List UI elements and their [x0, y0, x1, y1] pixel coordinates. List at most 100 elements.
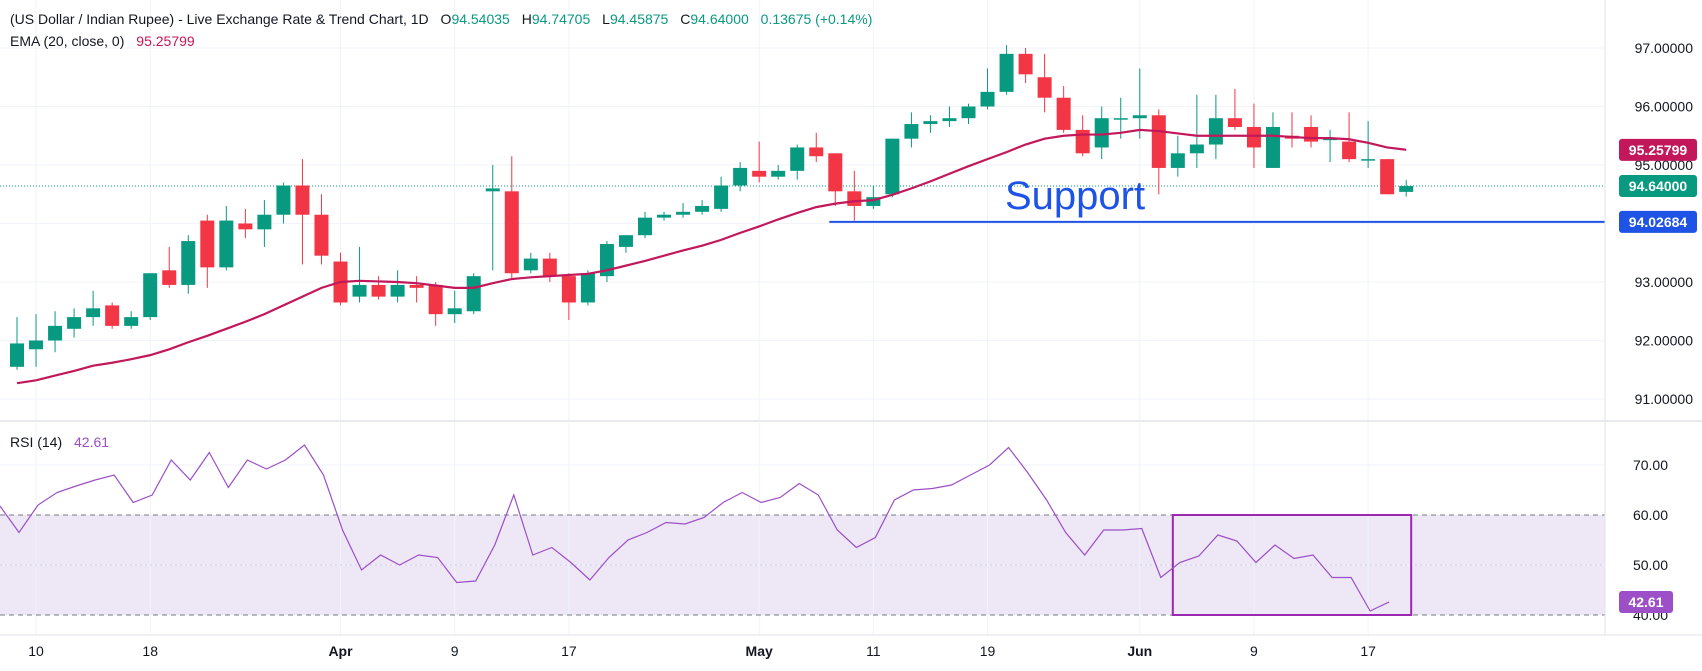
candle-body: [1361, 159, 1376, 161]
candle: [1132, 68, 1147, 139]
rsi-tick-label: 70.00: [1633, 457, 1668, 473]
time-tick-label: Jun: [1127, 643, 1152, 659]
price-tick-label: 95.00000: [1635, 157, 1694, 173]
support-price-tag-text: 94.02684: [1629, 214, 1688, 230]
last-price-tag-text: 94.64000: [1629, 178, 1688, 194]
candle-body: [866, 197, 881, 206]
candle-body: [695, 205, 710, 212]
rsi-line-group: [0, 444, 1390, 612]
time-tick-label: May: [746, 643, 773, 659]
candle-body: [923, 121, 938, 125]
candle-body: [828, 153, 843, 192]
candle: [352, 246, 367, 303]
candle: [561, 273, 576, 321]
candle-body: [238, 223, 253, 230]
candle: [961, 103, 976, 125]
candle: [580, 270, 595, 306]
time-axis[interactable]: 10 18 Apr 9 17 May 11 19 Jun 9 17: [28, 643, 1376, 659]
ema-price-tag-bg: [1619, 138, 1697, 161]
candle: [238, 208, 253, 239]
low-label: L: [602, 11, 610, 27]
symbol-legend[interactable]: (US Dollar / Indian Rupee) - Live Exchan…: [10, 11, 872, 27]
candle-body: [162, 270, 177, 285]
candle-body: [1189, 144, 1204, 154]
candle: [371, 276, 386, 300]
candle-body: [276, 185, 291, 215]
high-label: H: [521, 11, 532, 27]
price-pane[interactable]: Support 91.0000092.0000093.0000094.00000…: [0, 0, 1697, 421]
high-value: 94.74705: [531, 11, 591, 27]
candle-body: [67, 317, 82, 329]
candle: [1342, 112, 1357, 163]
candle-body: [352, 284, 367, 297]
candle-body: [1094, 118, 1109, 148]
time-tick-label: 9: [451, 643, 459, 659]
candle: [162, 246, 177, 288]
price-tick-label: 96.00000: [1635, 99, 1694, 115]
candle: [695, 200, 710, 215]
candle-body: [295, 185, 310, 215]
candle: [86, 290, 101, 326]
candle: [485, 165, 500, 271]
candle: [828, 153, 843, 206]
rsi-box-rect: [1171, 514, 1413, 616]
rsi-tick-label: 50.00: [1633, 557, 1668, 573]
candle: [200, 214, 215, 288]
candle-body: [1132, 115, 1147, 119]
rsi-value-tag: 42.61: [1619, 590, 1673, 613]
candle: [1265, 112, 1280, 168]
candle: [1361, 121, 1376, 168]
ema-legend-value: 95.25799: [136, 33, 195, 49]
close-label: C: [680, 11, 691, 27]
candle: [1151, 109, 1166, 195]
candle: [542, 252, 557, 282]
candle: [143, 273, 158, 321]
candle: [847, 170, 862, 221]
rsi-highlight-box[interactable]: [1171, 514, 1413, 616]
rsi-legend-value: 42.61: [74, 434, 110, 450]
candle-body: [523, 258, 538, 271]
candle: [999, 45, 1014, 95]
candle: [637, 211, 652, 239]
price-y-axis[interactable]: 91.0000092.0000093.0000094.0000095.00000…: [1604, 0, 1694, 421]
ema-legend[interactable]: EMA (20, close, 0) 95.25799: [10, 33, 195, 49]
ema-price-tag-text: 95.25799: [1629, 142, 1688, 158]
symbol-title[interactable]: (US Dollar / Indian Rupee) - Live Exchan…: [10, 11, 429, 27]
candle: [1208, 94, 1223, 160]
candle-body: [599, 243, 614, 277]
candle: [67, 308, 82, 338]
candle: [1018, 48, 1033, 84]
candle: [1304, 115, 1319, 148]
candle-body: [657, 214, 672, 218]
time-tick-label: 19: [980, 643, 996, 659]
low-value: 94.45875: [609, 11, 669, 27]
candle-body: [10, 343, 24, 367]
candle-body: [904, 124, 919, 139]
candle-body: [637, 217, 652, 236]
time-tick-label: 17: [1360, 643, 1376, 659]
rsi-legend[interactable]: RSI (14) 42.61: [10, 434, 109, 450]
candle-body: [428, 284, 443, 315]
price-tick-label: 91.00000: [1635, 391, 1694, 407]
candle: [333, 252, 348, 306]
change-value: 0.13675 (+0.14%): [760, 11, 873, 27]
candle: [276, 182, 291, 224]
candle: [599, 241, 614, 282]
support-annotation-text[interactable]: Support: [1005, 174, 1145, 218]
candle: [980, 68, 995, 110]
price-tick-label: 97.00000: [1635, 40, 1694, 56]
ema-legend-label[interactable]: EMA (20, close, 0): [10, 33, 125, 49]
candle-body: [485, 188, 500, 192]
candle-body: [200, 220, 215, 268]
candle-body: [809, 147, 824, 157]
candle-body: [48, 325, 63, 341]
candle: [1170, 135, 1185, 177]
rsi-tick-label: 60.00: [1633, 507, 1668, 523]
support-price-tag: 94.02684: [1619, 210, 1697, 233]
rsi-legend-label[interactable]: RSI (14): [10, 434, 63, 450]
candle: [942, 106, 957, 127]
candle-body: [980, 91, 995, 107]
candle-body: [561, 276, 576, 303]
